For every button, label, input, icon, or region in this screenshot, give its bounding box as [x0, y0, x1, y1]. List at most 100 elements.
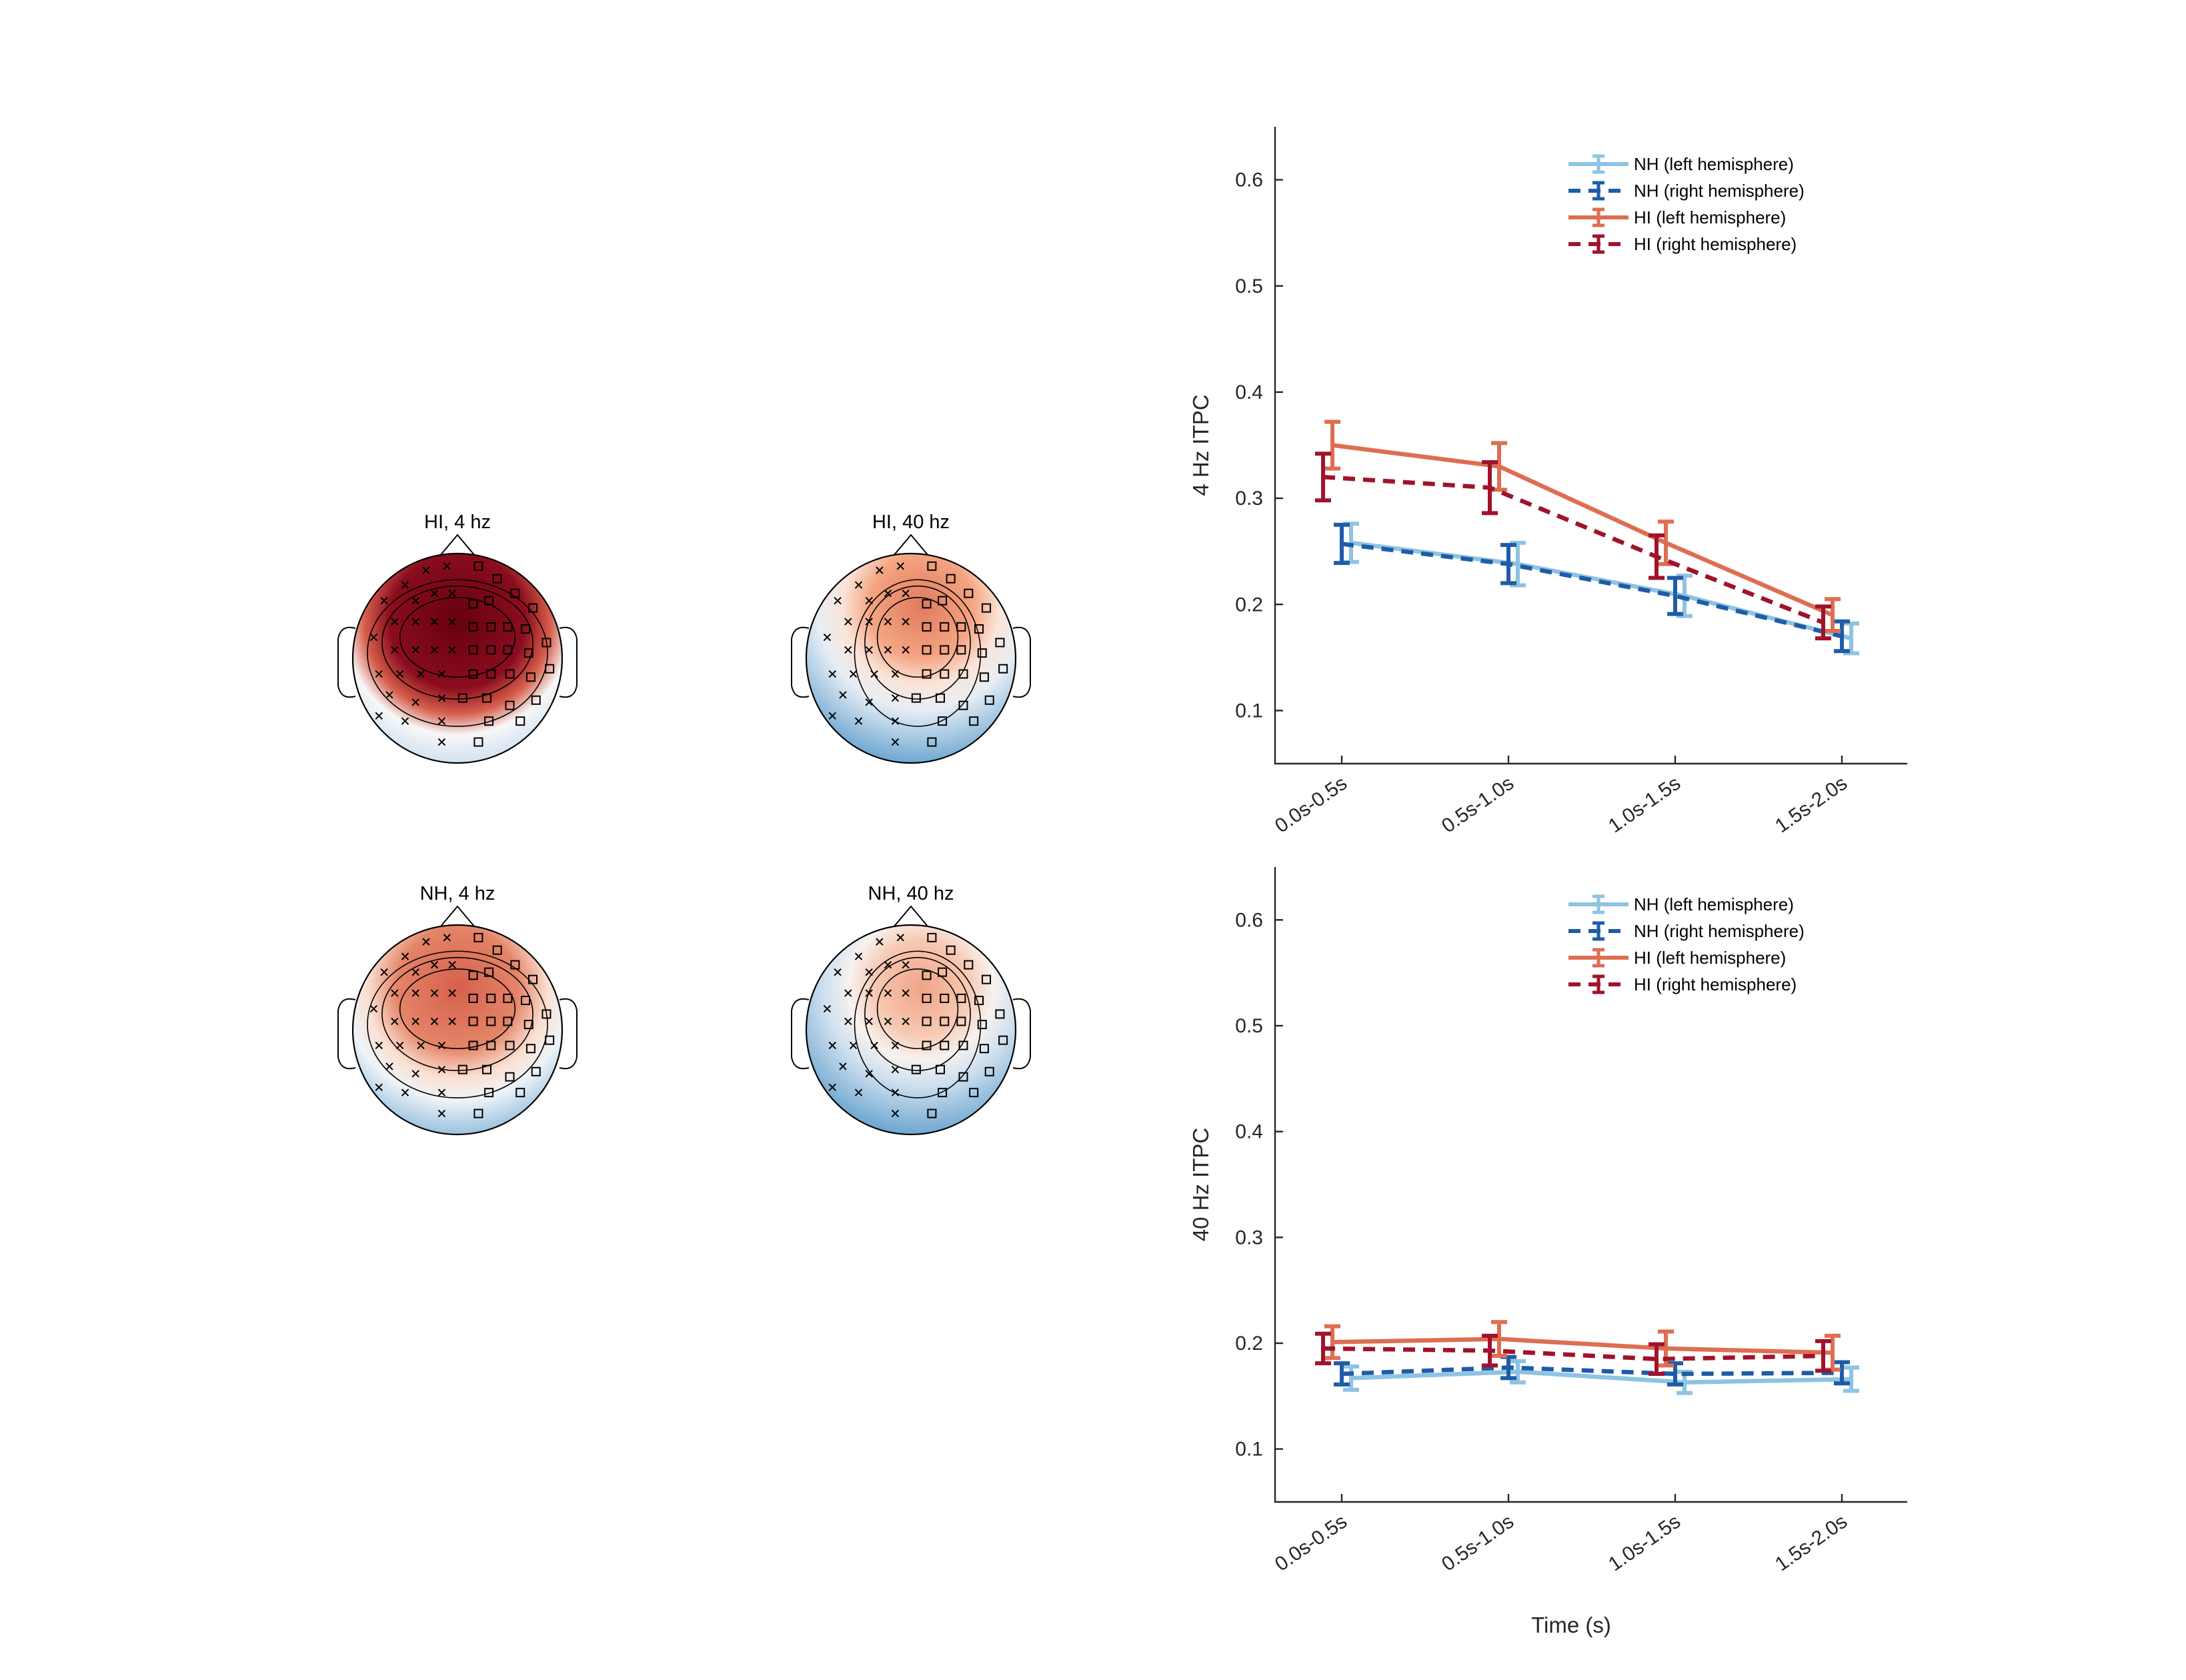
electrode-cross [411, 698, 419, 706]
contour-line [876, 597, 959, 678]
error-bar [1649, 1342, 1665, 1377]
electrode-square [927, 1108, 937, 1118]
nose [439, 905, 475, 928]
electrode-cross [870, 670, 878, 678]
legend-label: NH (right hemisphere) [1634, 181, 1805, 201]
electrode-square [964, 588, 974, 598]
legend: NH (left hemisphere) NH (right hemisphere… [1568, 154, 1805, 254]
electrode-cross [849, 670, 858, 678]
scalp-map [805, 552, 1017, 764]
error-bar [1649, 533, 1665, 580]
electrode-cross [411, 646, 419, 654]
electrode-square [503, 993, 513, 1003]
electrode-square [481, 693, 491, 703]
electrode-square [503, 645, 513, 655]
legend-label: NH (right hemisphere) [1634, 921, 1805, 941]
contour-line [854, 950, 982, 1098]
electrode-square [938, 716, 948, 726]
electrode-square [510, 960, 520, 970]
electrode-cross [437, 694, 446, 702]
electrode-cross [401, 1088, 409, 1096]
electrode-square [927, 932, 937, 942]
electrode-cross [844, 989, 852, 997]
electrode-cross [369, 633, 378, 642]
electrode-cross [430, 1017, 439, 1026]
electrode-cross [884, 989, 892, 997]
series-line [1332, 443, 1834, 618]
electrode-square [545, 1035, 555, 1045]
electrode-square [984, 1066, 994, 1076]
x-tick-label: 1.0s-1.5s [1604, 1511, 1685, 1576]
legend-label: NH (left hemisphere) [1634, 154, 1794, 174]
electrode-cross [834, 968, 842, 976]
left-ear [337, 998, 356, 1070]
series-line [1322, 475, 1825, 625]
electrode-cross [839, 1062, 847, 1070]
contour-line [876, 968, 959, 1050]
electrode-cross [828, 1041, 836, 1050]
electrode-cross [443, 934, 451, 942]
electrode-square [935, 693, 945, 703]
contour-line [381, 956, 533, 1072]
series-line [1350, 1369, 1852, 1385]
left-ear [337, 626, 356, 698]
y-tick-label: 0.6 [1235, 169, 1263, 191]
electrode-cross [884, 618, 892, 626]
electrode-cross [437, 738, 446, 746]
electrode-square [940, 1040, 950, 1050]
left-ear [791, 998, 810, 1070]
error-bar [1343, 1364, 1359, 1392]
y-axis-label: 40 Hz ITPC [1188, 1128, 1213, 1242]
electrode-cross [865, 618, 873, 626]
electrode-cross [422, 938, 430, 946]
electrode-square [974, 624, 984, 634]
electrode-square [484, 596, 494, 606]
electrode-cross [865, 968, 873, 976]
electrode-square [940, 645, 950, 655]
electrode-cross [437, 1041, 446, 1050]
series-nh_right [1334, 522, 1850, 654]
electrode-cross [902, 646, 910, 654]
electrode-cross [884, 646, 892, 654]
electrode-cross [401, 581, 409, 589]
error-bar [1315, 1331, 1331, 1366]
electrode-square [940, 622, 950, 632]
x-tick-label: 1.0s-1.5s [1604, 772, 1685, 838]
electrode-cross [391, 989, 399, 997]
electrode-square [503, 622, 513, 632]
electrode-square [911, 1064, 921, 1074]
electrode-square [468, 622, 478, 632]
nose [439, 534, 475, 556]
series-line [1341, 1365, 1843, 1377]
contour-line [399, 968, 516, 1050]
x-tick-label: 0.0s-0.5s [1271, 772, 1351, 838]
electrode-square [922, 993, 932, 1003]
electrode-cross [844, 1017, 852, 1026]
electrode-square [492, 574, 502, 584]
error-bar [1482, 1333, 1498, 1368]
electrode-square [998, 1035, 1008, 1045]
electrode-cross [854, 952, 863, 960]
error-bar [1324, 1324, 1340, 1361]
legend-label: HI (right hemisphere) [1634, 234, 1797, 254]
electrode-cross [884, 1017, 892, 1026]
series-line [1341, 542, 1843, 639]
electrode-cross [865, 1017, 873, 1026]
electrode-square [938, 967, 948, 977]
electrode-square [523, 1020, 533, 1030]
electrode-cross [375, 712, 383, 720]
itpc-4hz-chart: 0.1 0.2 0.3 0.4 0.5 0.6 0.0s-0.5s 0.5s-1.0s 1.0s… [1188, 127, 1907, 838]
electrode-cross [896, 934, 905, 942]
electrode-cross [854, 1088, 863, 1096]
electrode-cross [902, 989, 910, 997]
electrode-cross [865, 698, 873, 706]
electrode-cross [448, 960, 456, 969]
electrode-square [457, 693, 467, 703]
electrode-cross [411, 989, 419, 997]
electrode-cross [411, 968, 419, 976]
electrode-square [938, 1088, 948, 1098]
electrode-cross [823, 1004, 832, 1013]
electrode-square [505, 1072, 515, 1082]
electrode-square [977, 1020, 987, 1030]
